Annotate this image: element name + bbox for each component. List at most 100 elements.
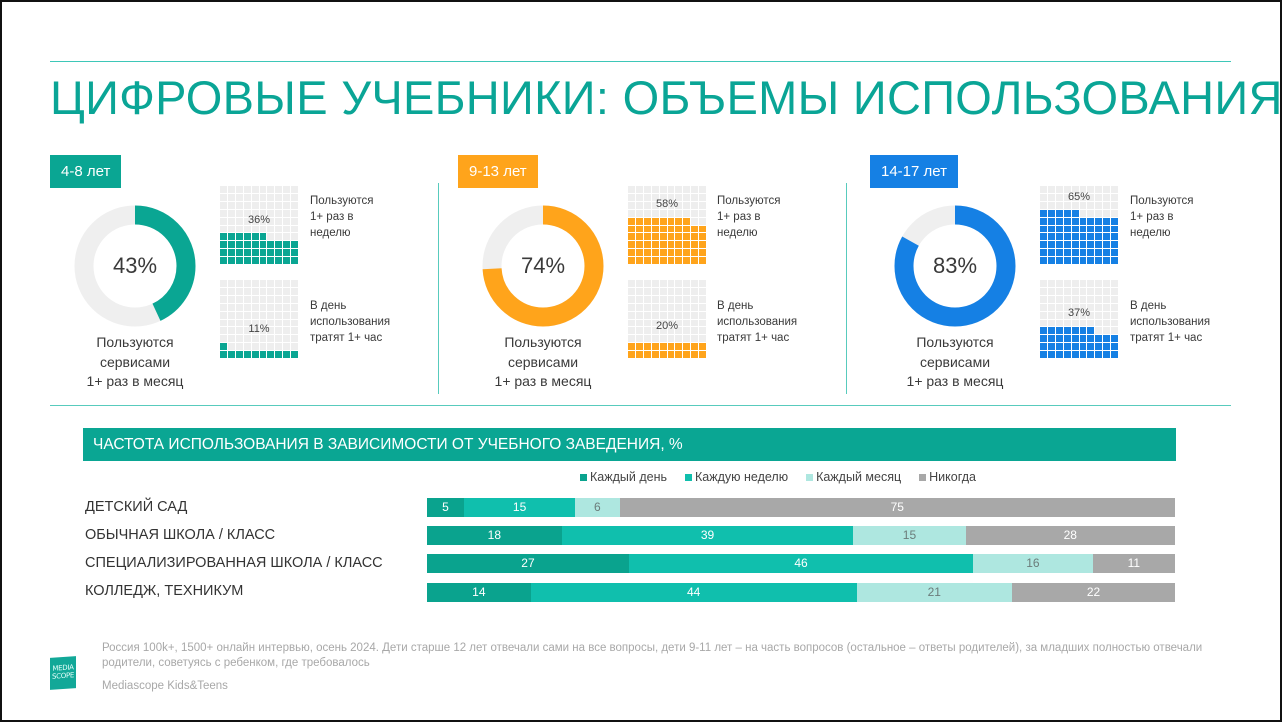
waffle-cell: [643, 241, 651, 249]
row-label-regular-school: ОБЫЧНАЯ ШКОЛА / КЛАСС: [85, 527, 276, 543]
waffle-cell: [251, 201, 259, 209]
waffle-cell: [1103, 193, 1111, 201]
waffle-cell: [259, 335, 267, 343]
waffle-cell: [243, 209, 251, 217]
waffle-cell: [659, 225, 667, 233]
waffle-cell: [1071, 209, 1079, 217]
waffle-cell: [1040, 209, 1047, 217]
waffle-cell: [235, 311, 243, 319]
waffle-cell: [227, 351, 235, 358]
waffle-cell: [1095, 311, 1103, 319]
waffle-cell: [1071, 217, 1079, 225]
waffle-cell: [699, 233, 706, 241]
waffle-cell: [635, 327, 643, 335]
waffle-cell: [267, 225, 275, 233]
waffle-cell: [1095, 319, 1103, 327]
weekly-waffle-chart: [1040, 186, 1118, 264]
waffle-cell: [291, 233, 298, 241]
stacked-bar-regular-school: 18 39 15 28: [427, 526, 1175, 545]
waffle-cell: [651, 343, 659, 351]
bar-segment-never: 75: [619, 498, 1176, 517]
waffle-cell: [1063, 209, 1071, 217]
waffle-cell: [291, 241, 298, 249]
waffle-cell: [275, 193, 283, 201]
weekly-waffle-chart: [628, 186, 706, 264]
waffle-cell: [1047, 295, 1055, 303]
waffle-cell: [699, 257, 706, 264]
waffle-cell: [227, 295, 235, 303]
weekly-waffle-value: 65%: [1067, 191, 1091, 203]
bar-segment-weekly: 39: [561, 526, 854, 545]
waffle-cell: [1055, 351, 1063, 358]
waffle-cell: [291, 343, 298, 351]
waffle-cell: [283, 311, 291, 319]
waffle-cell: [283, 201, 291, 209]
weekly-waffle-value: 36%: [247, 214, 271, 226]
waffle-cell: [691, 295, 699, 303]
waffle-cell: [220, 287, 227, 295]
waffle-cell: [1055, 217, 1063, 225]
bar-segment-daily: 18: [427, 526, 562, 545]
waffle-cell: [291, 303, 298, 311]
waffle-cell: [675, 295, 683, 303]
waffle-cell: [1055, 249, 1063, 257]
waffle-cell: [243, 186, 251, 193]
waffle-cell: [220, 343, 227, 351]
waffle-cell: [227, 201, 235, 209]
waffle-cell: [659, 193, 667, 201]
waffle-cell: [643, 287, 651, 295]
waffle-cell: [243, 201, 251, 209]
waffle-cell: [1040, 249, 1047, 257]
waffle-cell: [259, 311, 267, 319]
waffle-cell: [675, 186, 683, 193]
waffle-cell: [267, 186, 275, 193]
row-label-specialized-school: СПЕЦИАЛИЗИРОВАННАЯ ШКОЛА / КЛАСС: [85, 555, 383, 571]
waffle-cell: [1087, 257, 1095, 264]
waffle-cell: [667, 193, 675, 201]
waffle-cell: [259, 186, 267, 193]
waffle-cell: [1071, 327, 1079, 335]
waffle-cell: [1047, 303, 1055, 311]
waffle-cell: [691, 193, 699, 201]
waffle-cell: [1055, 311, 1063, 319]
waffle-cell: [1063, 287, 1071, 295]
waffle-cell: [267, 311, 275, 319]
waffle-cell: [691, 280, 699, 287]
waffle-cell: [659, 343, 667, 351]
waffle-cell: [628, 209, 635, 217]
waffle-cell: [1087, 217, 1095, 225]
section-divider: [50, 405, 1231, 406]
donut-caption: Пользуются сервисами 1+ раз в месяц: [906, 334, 1004, 389]
waffle-cell: [675, 225, 683, 233]
waffle-cell: [1071, 241, 1079, 249]
waffle-cell: [643, 280, 651, 287]
waffle-cell: [1047, 201, 1055, 209]
waffle-cell: [667, 233, 675, 241]
waffle-cell: [1040, 343, 1047, 351]
waffle-cell: [275, 217, 283, 225]
waffle-cell: [1087, 311, 1095, 319]
waffle-cell: [1111, 209, 1118, 217]
waffle-cell: [1095, 193, 1103, 201]
waffle-cell: [1047, 257, 1055, 264]
waffle-cell: [1047, 335, 1055, 343]
waffle-cell: [635, 186, 643, 193]
waffle-cell: [1047, 343, 1055, 351]
waffle-cell: [1040, 319, 1047, 327]
mediascope-logo: MEDIA SCOPE: [50, 656, 76, 690]
waffle-cell: [1095, 327, 1103, 335]
waffle-cell: [1079, 319, 1087, 327]
waffle-cell: [1040, 217, 1047, 225]
waffle-cell: [651, 280, 659, 287]
waffle-cell: [291, 295, 298, 303]
waffle-cell: [635, 257, 643, 264]
waffle-cell: [651, 186, 659, 193]
waffle-cell: [1040, 257, 1047, 264]
waffle-cell: [651, 319, 659, 327]
waffle-cell: [1103, 201, 1111, 209]
waffle-cell: [683, 217, 691, 225]
waffle-cell: [667, 343, 675, 351]
waffle-cell: [243, 193, 251, 201]
waffle-cell: [635, 217, 643, 225]
waffle-cell: [1079, 311, 1087, 319]
